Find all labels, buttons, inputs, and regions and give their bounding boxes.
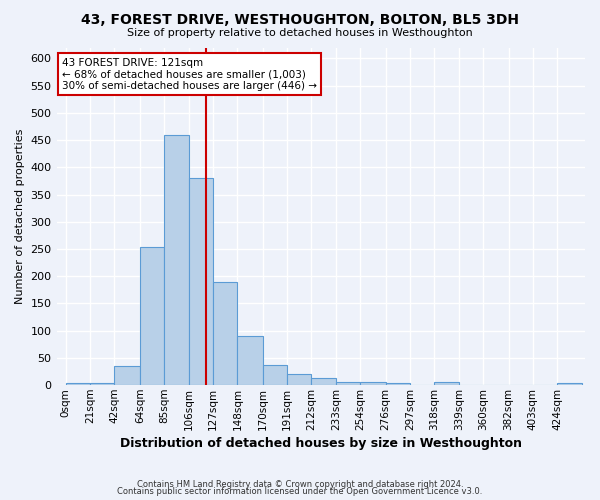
Bar [90, 383, 115, 385]
Text: 43, FOREST DRIVE, WESTHOUGHTON, BOLTON, BL5 3DH: 43, FOREST DRIVE, WESTHOUGHTON, BOLTON, … [81, 12, 519, 26]
Text: Contains HM Land Registry data © Crown copyright and database right 2024.: Contains HM Land Registry data © Crown c… [137, 480, 463, 489]
Text: 43 FOREST DRIVE: 121sqm
← 68% of detached houses are smaller (1,003)
30% of semi: 43 FOREST DRIVE: 121sqm ← 68% of detache… [62, 58, 317, 91]
Bar [434, 382, 458, 385]
Bar [311, 378, 336, 385]
Bar [287, 374, 311, 385]
X-axis label: Distribution of detached houses by size in Westhoughton: Distribution of detached houses by size … [120, 437, 522, 450]
Text: Contains public sector information licensed under the Open Government Licence v3: Contains public sector information licen… [118, 487, 482, 496]
Bar [66, 383, 90, 385]
Bar [557, 383, 581, 385]
Text: Size of property relative to detached houses in Westhoughton: Size of property relative to detached ho… [127, 28, 473, 38]
Bar [213, 282, 238, 385]
Bar [115, 366, 140, 385]
Bar [360, 382, 386, 385]
Bar [238, 336, 263, 385]
Bar [140, 248, 164, 385]
Bar [188, 178, 213, 385]
Y-axis label: Number of detached properties: Number of detached properties [15, 128, 25, 304]
Bar [336, 382, 360, 385]
Bar [164, 134, 188, 385]
Bar [386, 383, 410, 385]
Bar [263, 365, 287, 385]
